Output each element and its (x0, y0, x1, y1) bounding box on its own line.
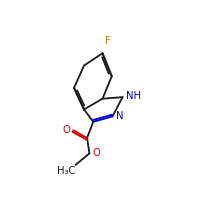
Text: NH: NH (126, 91, 141, 101)
Text: N: N (116, 111, 124, 121)
Text: H₃C: H₃C (57, 166, 76, 176)
Text: O: O (92, 148, 100, 158)
Text: O: O (62, 125, 70, 135)
Text: F: F (105, 36, 111, 46)
